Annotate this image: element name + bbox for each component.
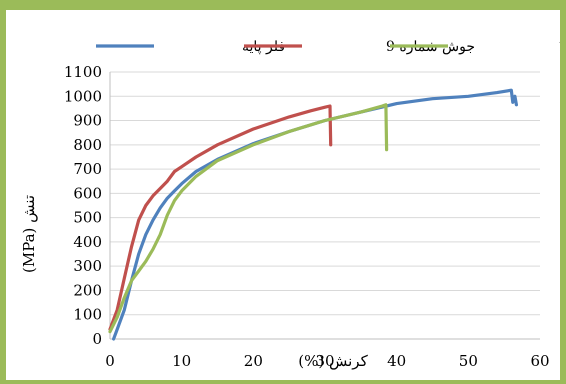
y-tick-label: 300 — [73, 257, 102, 275]
y-tick-label: 400 — [73, 233, 102, 251]
x-tick-label: 0 — [105, 352, 115, 370]
x-tick-label: 50 — [459, 352, 478, 370]
grid-lines — [110, 71, 540, 340]
series-lines — [108, 88, 518, 341]
x-tick-label: 30 — [315, 352, 334, 370]
x-tick-labels: 0 10 20 30 40 50 60 — [105, 352, 549, 370]
x-tick-label: 40 — [387, 352, 406, 370]
y-tick-label: 1000 — [64, 87, 102, 105]
y-axis-title: تنش (MPa) — [20, 195, 38, 273]
y-tick-label: 800 — [73, 136, 102, 154]
y-tick-label: 1100 — [64, 63, 102, 81]
legend: فلز پایهجوش شماره 9جوش شماره 17 — [96, 39, 560, 55]
stress-strain-chart: 0 100 200 300 400 500 600 700 800 900 1000 1100 0 10… — [20, 39, 560, 370]
x-axis-title: کرنش (%) — [298, 352, 368, 370]
y-tick-label: 500 — [73, 209, 102, 227]
y-tick-label: 200 — [73, 281, 102, 299]
y-tick-label: 100 — [73, 306, 102, 324]
chart-frame: 0 100 200 300 400 500 600 700 800 900 1000 1100 0 10… — [6, 10, 560, 380]
x-tick-label: 20 — [244, 352, 263, 370]
x-tick-label: 10 — [172, 352, 191, 370]
series-line-3 — [108, 103, 389, 334]
axes — [109, 72, 540, 340]
x-tick-label: 60 — [530, 352, 549, 370]
y-tick-label: 0 — [92, 330, 102, 348]
series-line-1 — [112, 88, 518, 341]
series-line-2 — [108, 104, 333, 331]
y-tick-label: 600 — [73, 184, 102, 202]
y-tick-labels: 0 100 200 300 400 500 600 700 800 900 1000 1100 — [64, 63, 102, 348]
legend-label-3: جوش شماره 17 — [558, 39, 560, 55]
y-tick-label: 900 — [73, 112, 102, 130]
y-tick-label: 700 — [73, 160, 102, 178]
